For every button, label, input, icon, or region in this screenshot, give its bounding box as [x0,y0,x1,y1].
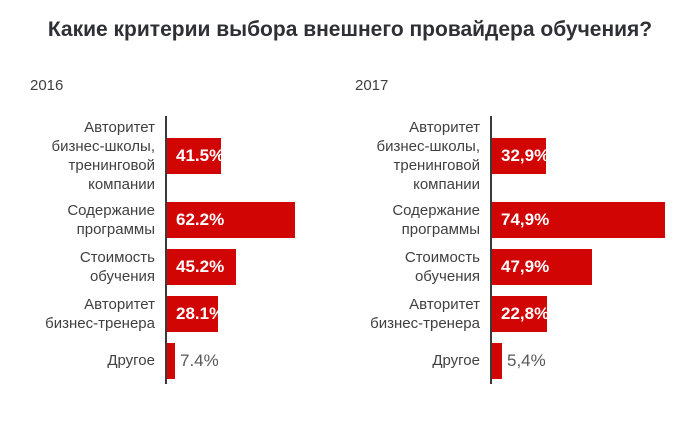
category-label: Содержание программы [67,201,155,238]
bar-value: 47,9% [501,256,550,276]
category-label: Другое [432,352,480,369]
bar-business-school-authority: 32,9% [492,138,550,174]
bar-training-cost: 47,9% [492,248,592,285]
charts-container: 2016 Авторитет бизнес-школы, тренинговой… [0,76,700,384]
bar-other [167,342,175,379]
bar-program-content: 62.2% [167,201,295,238]
chart-title: Какие критерии выбора внешнего провайдер… [47,18,653,41]
chart-row-training-cost: Стоимость обучения 45.2% [30,243,345,290]
year-label-2016: 2016 [30,77,64,94]
bar-value: 32,9% [501,146,550,165]
bar-training-cost: 45.2% [167,248,236,285]
bar-cell: 22,8% [490,290,670,337]
bar-program-content: 74,9% [492,201,665,238]
category-label: Авторитет бизнес-школы, тренинговой комп… [51,119,155,193]
bar-value: 22,8% [501,303,550,323]
bar-value: 62.2% [176,209,225,229]
bar-cell: 28.1% [165,290,345,337]
bar-value-outside: 5,4% [507,350,546,370]
bar-cell: 45.2% [165,243,345,290]
bar-cell: 62.2% [165,196,345,243]
bar-trainer-authority: 22,8% [492,295,550,332]
category-label: Авторитет бизнес-школы, тренинговой комп… [376,119,480,193]
category-label: Стоимость обучения [79,248,155,285]
category-label: Содержание программы [392,201,480,238]
chart-2017-rows: Авторитет бизнес-школы, тренинговой комп… [355,116,670,384]
bar-trainer-authority: 28.1% [167,295,224,332]
bar-cell: 47,9% [490,243,670,290]
bar-cell: 32,9% [490,116,670,196]
chart-row-trainer-authority: Авторитет бизнес-тренера 22,8% [355,290,670,337]
bar-value: 45.2% [176,256,225,276]
chart-row-business-school: Авторитет бизнес-школы, тренинговой комп… [30,116,345,196]
category-label: Авторитет бизнес-тренера [370,295,480,332]
category-label: Авторитет бизнес-тренера [45,295,155,332]
bar-cell: 74,9% [490,196,670,243]
bar-cell: 41.5% [165,116,345,196]
bar-value: 74,9% [501,209,550,229]
chart-row-other: Другое 5,4% [355,337,670,384]
bar-cell: 7.4% [165,337,345,384]
chart-row-business-school: Авторитет бизнес-школы, тренинговой комп… [355,116,670,196]
chart-row-other: Другое 7.4% [30,337,345,384]
chart-row-program-content: Содержание программы 62.2% [30,196,345,243]
chart-row-program-content: Содержание программы 74,9% [355,196,670,243]
bar-cell: 5,4% [490,337,670,384]
chart-row-trainer-authority: Авторитет бизнес-тренера 28.1% [30,290,345,337]
bar-value: 28.1% [176,303,225,323]
category-label: Стоимость обучения [404,248,480,285]
chart-2016: 2016 Авторитет бизнес-школы, тренинговой… [30,76,345,384]
infographic-canvas: { "title": "Какие критерии выбора внешне… [0,16,700,439]
bar-other [492,342,502,379]
chart-row-training-cost: Стоимость обучения 47,9% [355,243,670,290]
year-label-2017: 2017 [355,77,389,94]
category-label: Другое [107,352,155,369]
bar-value-outside: 7.4% [180,350,219,370]
chart-2017: 2017 Авторитет бизнес-школы, тренинговой… [355,76,670,384]
bar-value: 41.5% [176,146,225,165]
chart-2016-rows: Авторитет бизнес-школы, тренинговой комп… [30,116,345,384]
bar-business-school-authority: 41.5% [167,138,225,174]
